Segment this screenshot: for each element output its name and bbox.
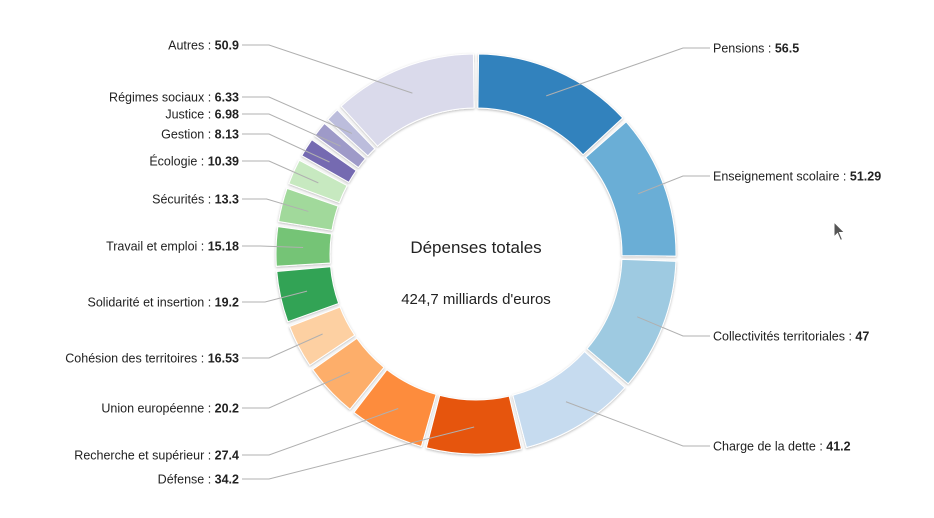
slice-label-value: 27.4 — [215, 449, 239, 463]
slice-travail-et-emploi[interactable] — [275, 226, 332, 267]
slice-label-value: 19.2 — [215, 296, 239, 310]
slice-label-cohesion-des-territoires: Cohésion des territoires : 16.53 — [65, 352, 239, 366]
slice-label-travail-et-emploi: Travail et emploi : 15.18 — [106, 240, 239, 254]
slice-label-name: Pensions : — [713, 42, 775, 56]
leader-line-gestion — [242, 133, 330, 163]
slice-label-value: 41.2 — [826, 440, 850, 454]
slice-union-europeenne[interactable] — [312, 337, 385, 410]
slice-label-name: Gestion : — [161, 128, 215, 142]
leader-line-charge-de-la-dette — [565, 401, 710, 447]
leader-line-cohesion-des-territoires — [242, 333, 323, 359]
center-title: Dépenses totales — [410, 238, 541, 257]
slice-label-pensions: Pensions : 56.5 — [713, 42, 799, 56]
center-subtitle: 424,7 milliards d'euros — [401, 291, 551, 308]
slice-label-defense: Défense : 34.2 — [158, 473, 239, 487]
slice-label-name: Écologie : — [149, 154, 207, 169]
slice-solidarite-et-insertion[interactable] — [276, 266, 340, 323]
slice-autres[interactable] — [340, 53, 475, 147]
slice-label-value: 16.53 — [208, 352, 239, 366]
leader-line-travail-et-emploi — [242, 245, 304, 248]
slice-label-name: Travail et emploi : — [106, 240, 208, 254]
slice-label-solidarite-et-insertion: Solidarité et insertion : 19.2 — [88, 296, 240, 310]
slice-label-enseignement-scolaire: Enseignement scolaire : 51.29 — [713, 170, 881, 184]
slice-label-name: Cohésion des territoires : — [65, 352, 207, 366]
slice-label-charge-de-la-dette: Charge de la dette : 41.2 — [713, 440, 851, 454]
leader-line-defense — [242, 426, 475, 480]
mouse-cursor-icon — [833, 221, 846, 242]
slice-pensions[interactable] — [477, 53, 624, 156]
slice-label-value: 6.98 — [215, 108, 239, 122]
slice-label-recherche-et-superieur: Recherche et supérieur : 27.4 — [74, 449, 239, 463]
leader-line-solidarite-et-insertion — [242, 290, 308, 303]
slice-label-value: 8.13 — [215, 128, 239, 142]
leader-line-securites — [242, 198, 309, 212]
leader-line-pensions — [546, 47, 710, 97]
slice-label-name: Sécurités : — [152, 193, 215, 207]
slice-label-name: Autres : — [168, 39, 215, 53]
slice-label-union-europeenne: Union européenne : 20.2 — [101, 402, 239, 416]
leader-line-union-europeenne — [242, 371, 350, 409]
leader-line-justice — [242, 113, 341, 147]
slice-label-autres: Autres : 50.9 — [168, 39, 239, 53]
slice-enseignement-scolaire[interactable] — [585, 121, 677, 257]
slice-collectivites-territoriales[interactable] — [586, 258, 677, 385]
leader-line-recherche-et-superieur — [242, 408, 399, 456]
slice-label-value: 13.3 — [215, 193, 239, 207]
slice-label-name: Recherche et supérieur : — [74, 449, 214, 463]
slice-label-name: Solidarité et insertion : — [88, 296, 215, 310]
slice-label-value: 47 — [855, 330, 869, 344]
slice-label-value: 56.5 — [775, 42, 799, 56]
slice-charge-de-la-dette[interactable] — [512, 351, 626, 449]
leader-line-ecologie — [242, 160, 319, 184]
slice-label-name: Défense : — [158, 473, 215, 487]
slice-label-ecologie: Écologie : 10.39 — [149, 154, 239, 169]
slice-label-value: 34.2 — [215, 473, 239, 487]
slice-defense[interactable] — [425, 394, 522, 455]
slice-label-collectivites-territoriales: Collectivités territoriales : 47 — [713, 330, 869, 344]
slice-label-value: 51.29 — [850, 170, 881, 184]
leader-line-collectivites-territoriales — [637, 316, 710, 337]
slice-label-regimes-sociaux: Régimes sociaux : 6.33 — [109, 91, 239, 105]
slice-label-securites: Sécurités : 13.3 — [152, 193, 239, 207]
slice-label-name: Charge de la dette : — [713, 440, 826, 454]
slice-label-name: Justice : — [165, 108, 214, 122]
slice-ecologie[interactable] — [288, 159, 348, 204]
leader-line-enseignement-scolaire — [637, 175, 710, 195]
slice-recherche-et-superieur[interactable] — [353, 369, 437, 447]
leader-line-autres — [242, 44, 413, 94]
slice-cohesion-des-territoires[interactable] — [289, 306, 356, 366]
leader-line-regimes-sociaux — [242, 96, 353, 134]
slice-label-value: 6.33 — [215, 91, 239, 105]
slice-label-justice: Justice : 6.98 — [165, 108, 239, 122]
slice-label-value: 20.2 — [215, 402, 239, 416]
slice-label-name: Enseignement scolaire : — [713, 170, 850, 184]
slice-label-value: 50.9 — [215, 39, 239, 53]
slice-label-gestion: Gestion : 8.13 — [161, 128, 239, 142]
slice-label-name: Union européenne : — [101, 402, 214, 416]
slice-label-name: Régimes sociaux : — [109, 91, 215, 105]
slice-label-value: 10.39 — [208, 155, 239, 169]
slice-securites[interactable] — [278, 187, 339, 231]
slice-label-name: Collectivités territoriales : — [713, 330, 855, 344]
slice-label-value: 15.18 — [208, 240, 239, 254]
